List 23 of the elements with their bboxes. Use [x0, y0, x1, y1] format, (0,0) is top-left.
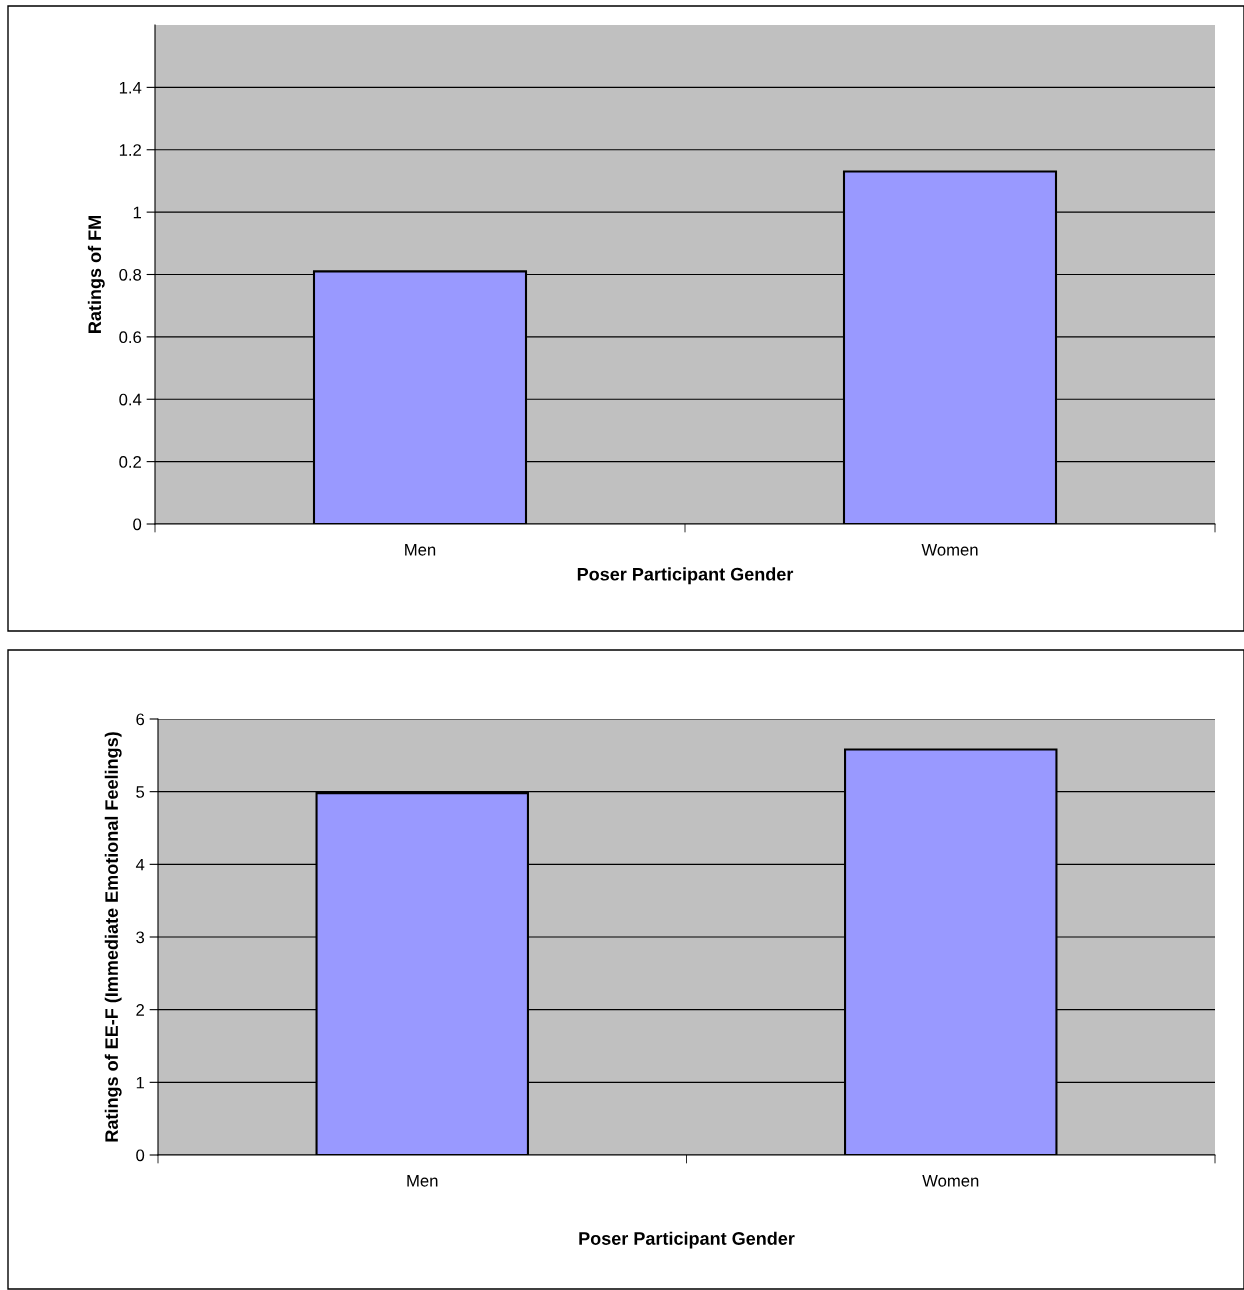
y-tick-label: 1.4 [119, 81, 142, 94]
x-tick-label: Men [407, 1175, 438, 1187]
y-tick-label: 0.6 [119, 331, 142, 344]
y-tick-label: 2 [136, 1004, 144, 1016]
x-tick-label: Women [921, 544, 978, 556]
y-tick-label: 1 [136, 1076, 144, 1089]
x-tick-label: Women [922, 1175, 979, 1187]
y-axis-title: Ratings of FM [87, 216, 105, 333]
y-tick-label: 1.2 [119, 144, 141, 156]
y-tick-label: 0.4 [119, 393, 142, 406]
x-axis-title: Poser Participant Gender [579, 1231, 795, 1249]
y-tick-label: 5 [136, 786, 145, 798]
y-tick-label: 0.2 [119, 456, 141, 468]
y-tick-label: 0 [133, 518, 142, 531]
y-tick-label: 6 [136, 713, 145, 726]
y-tick-label: 4 [135, 858, 145, 871]
y-tick-label: 0 [136, 1149, 145, 1162]
y-axis-title: Ratings of EE-F (Immediate Emotional Feelings) [104, 732, 122, 1142]
x-tick-label: Men [405, 544, 436, 556]
x-axis-title: Poser Participant Gender [577, 567, 794, 585]
y-tick-label: 0.8 [119, 268, 142, 281]
y-tick-label: 1 [133, 206, 141, 219]
y-tick-label: 3 [136, 931, 145, 944]
